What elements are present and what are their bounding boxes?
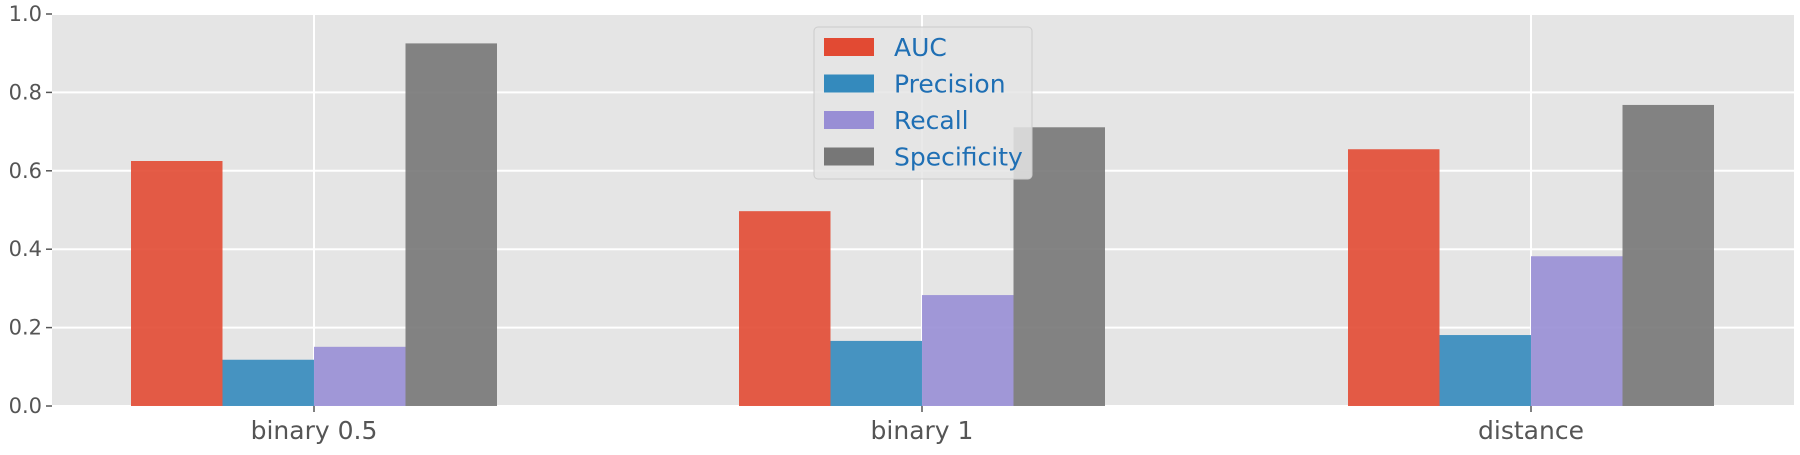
legend-swatch-auc (824, 38, 874, 56)
legend-swatch-precision (824, 74, 874, 93)
y-axis: 0.0 0.2 0.4 0.6 0.8 1.0 (9, 2, 52, 418)
bar-specificity-1 (405, 43, 497, 407)
bar-recall-1 (314, 346, 406, 406)
bar-precision-3 (1439, 335, 1531, 406)
bar-auc-2 (739, 211, 831, 406)
bar-precision-2 (830, 340, 922, 406)
bar-precision-1 (222, 359, 314, 406)
x-tick-label: binary 1 (871, 416, 974, 445)
legend: AUC Precision Recall Specificity (813, 26, 1033, 180)
legend-box (813, 26, 1033, 180)
x-tick-label: distance (1478, 416, 1584, 445)
bar-auc-1 (131, 161, 223, 406)
y-tick-label: 0.6 (9, 159, 42, 183)
y-tick-label: 0.8 (9, 80, 42, 104)
legend-swatch-recall (824, 111, 874, 129)
legend-label-specificity: Specificity (894, 143, 1023, 172)
bar-auc-3 (1348, 149, 1440, 407)
x-axis: binary 0.5 binary 1 distance (251, 406, 1584, 445)
bar-recall-2 (922, 295, 1014, 406)
y-tick-label: 0.0 (9, 394, 42, 418)
bar-specificity-3 (1622, 104, 1714, 406)
legend-label-precision: Precision (894, 70, 1006, 99)
y-tick-label: 1.0 (9, 2, 42, 26)
x-tick-label: binary 0.5 (251, 416, 378, 445)
legend-label-auc: AUC (894, 33, 947, 62)
bar-recall-3 (1531, 256, 1623, 406)
y-tick-label: 0.2 (9, 316, 42, 340)
legend-label-recall: Recall (894, 106, 969, 135)
legend-swatch-specificity (824, 147, 874, 166)
bars (131, 43, 1714, 407)
y-tick-label: 0.4 (9, 237, 42, 261)
